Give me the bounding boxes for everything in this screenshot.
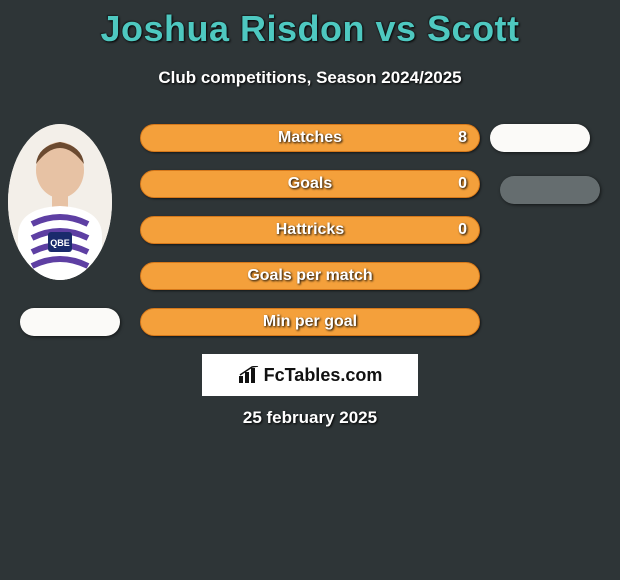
stat-row-hattricks: Hattricks 0 — [140, 216, 480, 244]
stat-label: Goals per match — [141, 263, 479, 289]
brand-text: FcTables.com — [264, 365, 383, 386]
brand-box: FcTables.com — [202, 354, 418, 396]
stat-row-goals: Goals 0 — [140, 170, 480, 198]
stats-rows: Matches 8 Goals 0 Hattricks 0 Goals per … — [140, 124, 480, 354]
stat-label: Matches — [141, 125, 479, 151]
svg-text:QBE: QBE — [50, 238, 70, 248]
stat-row-goals-per-match: Goals per match — [140, 262, 480, 290]
stat-label: Min per goal — [141, 309, 479, 335]
subtitle: Club competitions, Season 2024/2025 — [0, 68, 620, 88]
chart-icon — [238, 366, 260, 384]
stat-label: Goals — [141, 171, 479, 197]
player-left-avatar: QBE — [8, 124, 112, 280]
stat-label: Hattricks — [141, 217, 479, 243]
page-title: Joshua Risdon vs Scott — [0, 0, 620, 50]
date-text: 25 february 2025 — [0, 408, 620, 428]
stat-row-matches: Matches 8 — [140, 124, 480, 152]
stat-value-right: 0 — [458, 217, 467, 243]
stat-value-right: 0 — [458, 171, 467, 197]
stat-row-min-per-goal: Min per goal — [140, 308, 480, 336]
stat-value-right: 8 — [458, 125, 467, 151]
side-pill-3 — [20, 308, 120, 336]
side-pill-2 — [500, 176, 600, 204]
side-pill-1 — [490, 124, 590, 152]
